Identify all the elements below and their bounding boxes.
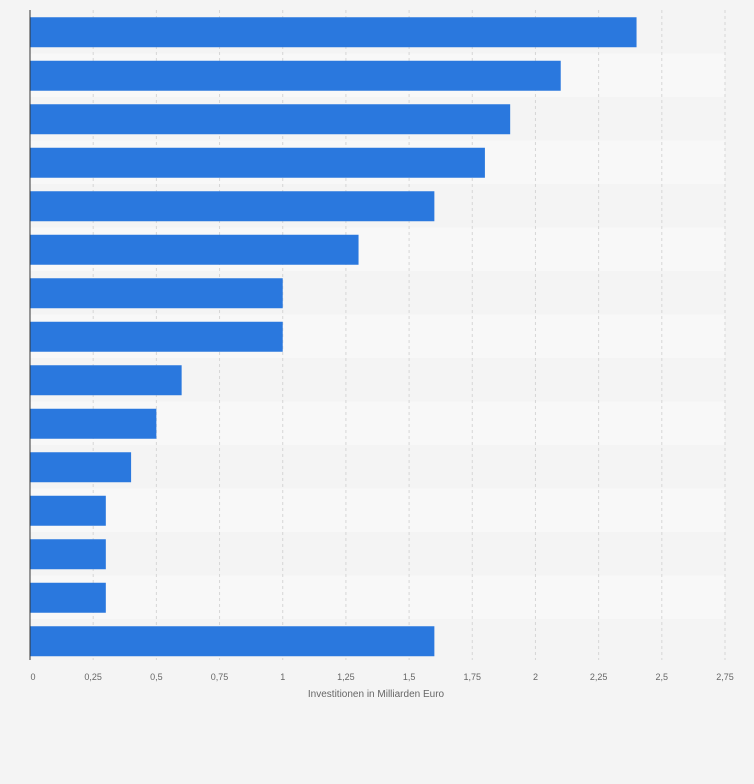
bar bbox=[30, 408, 157, 439]
bar bbox=[30, 191, 435, 222]
x-tick-label: 1,75 bbox=[464, 672, 482, 682]
bar bbox=[30, 321, 283, 352]
x-tick-label: 2,5 bbox=[656, 672, 669, 682]
x-tick-label: 2 bbox=[533, 672, 538, 682]
x-tick-label: 2,25 bbox=[590, 672, 608, 682]
row-band bbox=[30, 488, 725, 532]
x-tick-label: 1,25 bbox=[337, 672, 355, 682]
row-band bbox=[30, 532, 725, 576]
bar bbox=[30, 234, 359, 265]
x-tick-labels: 0 0,25 0,5 0,75 1 1,25 1,5 1,75 2 2,25 2,5 2,75 bbox=[30, 672, 733, 682]
x-tick-label: 1 bbox=[280, 672, 285, 682]
x-tick-label: 0,25 bbox=[84, 672, 102, 682]
bar bbox=[30, 365, 182, 396]
bar bbox=[30, 104, 511, 135]
bar bbox=[30, 60, 561, 91]
bar bbox=[30, 626, 435, 657]
x-tick-label: 0 bbox=[30, 672, 35, 682]
row-band bbox=[30, 575, 725, 619]
bar bbox=[30, 147, 485, 178]
x-tick-label: 0,5 bbox=[150, 672, 163, 682]
bars bbox=[30, 17, 637, 657]
bar bbox=[30, 452, 132, 483]
bar bbox=[30, 495, 106, 526]
bar bbox=[30, 582, 106, 613]
x-axis-label: Investitionen in Milliarden Euro bbox=[308, 689, 445, 700]
bar bbox=[30, 17, 637, 48]
bar bbox=[30, 278, 283, 309]
row-band bbox=[30, 445, 725, 489]
bar bbox=[30, 539, 106, 570]
x-tick-label: 2,75 bbox=[716, 672, 734, 682]
x-tick-label: 0,75 bbox=[211, 672, 229, 682]
x-tick-label: 1,5 bbox=[403, 672, 416, 682]
